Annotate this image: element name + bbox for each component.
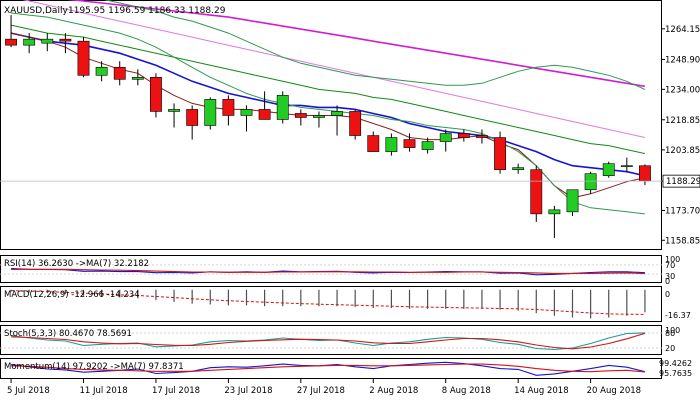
x-tick-label: 23 Jul 2018 [224, 386, 272, 396]
candle-body [494, 137, 506, 170]
candle-body [584, 173, 597, 191]
y-tick-label: 0 [665, 290, 670, 299]
candle-body [41, 38, 54, 44]
candle-body [294, 113, 307, 118]
y-tick-label: 95.7635 [659, 369, 692, 378]
candle-body [421, 141, 434, 150]
indicator-line [11, 268, 645, 275]
candle-body [23, 38, 36, 46]
y-tick-label: 80 [665, 329, 675, 338]
candle-body [168, 109, 180, 112]
y-tick-label: 1264.15 [665, 25, 700, 35]
candle-body [113, 66, 126, 80]
y-tick-label: 100 [665, 326, 680, 335]
x-tick-label: 14 Aug 2018 [514, 386, 568, 396]
macd-signal-line [11, 290, 645, 315]
x-tick-label: 17 Jul 2018 [152, 386, 200, 396]
macd-panel-frame [0, 286, 662, 322]
candle-body [313, 115, 325, 118]
y-tick-label: 1173.70 [665, 206, 700, 216]
y-tick-label: 20 [665, 344, 675, 353]
moving-average-line [67, 0, 646, 88]
rsi-label: RSI(14) 36.2630 ->MA(7) 32.2182 [4, 259, 149, 269]
y-tick-label: -16.37 [665, 311, 691, 320]
current-price-box [662, 174, 700, 188]
candle-body [204, 99, 217, 126]
indicator-line [11, 363, 645, 373]
candle-body [186, 109, 199, 126]
candle-body [240, 109, 253, 116]
momentum-label: Momentum(14) 97.9202 ->MA(7) 97.8371 [4, 362, 184, 372]
moving-average-line [10, 24, 646, 155]
candle-body [150, 77, 162, 112]
y-tick-label: 1248.90 [665, 55, 700, 65]
rsi-panel-frame [0, 255, 662, 283]
y-tick-label: 99.4262 [659, 359, 692, 368]
candle-body [77, 40, 90, 76]
candle-body [59, 38, 72, 42]
moving-average-line [10, 32, 646, 177]
panel-frames [0, 0, 662, 379]
price-panel-frame [0, 0, 662, 250]
chart-title: XAUUSD,Daily [4, 6, 68, 16]
macd-panel: 0 -16.37 [10, 289, 691, 320]
y-tick-label: 1234.00 [665, 85, 700, 95]
x-tick-label: 2 Aug 2018 [369, 386, 418, 396]
x-tick-label: 20 Aug 2018 [587, 386, 641, 396]
moving-average-line [22, 0, 646, 138]
candle-body [258, 109, 271, 120]
x-tick-label: 5 Jul 2018 [7, 386, 50, 396]
y-tick-label: 70 [665, 261, 675, 270]
candle-body [602, 163, 615, 177]
chart-headers: XAUUSD,Daily 1195.95 1196.59 1186.33 118… [4, 6, 226, 372]
candle-body [403, 139, 416, 148]
candle-body [512, 167, 525, 170]
y-tick-label: 1203.85 [665, 146, 700, 156]
candle-body [439, 133, 452, 142]
y-tick-label: 100 [665, 255, 680, 264]
candle-body [548, 209, 561, 215]
candle-body [367, 135, 380, 152]
candle-body [566, 189, 579, 213]
price-panel: 1264.15 1248.90 1234.00 1218.85 1203.85 1173.… [0, 0, 700, 246]
macd-label: MACD(12,26,9) -12.966 -14.234 [4, 290, 140, 300]
candle-body [385, 137, 398, 152]
stoch-label: Stoch(5,3,3) 80.4670 78.5691 [4, 329, 132, 339]
candle-body [131, 77, 144, 80]
candle-body [457, 133, 470, 138]
y-tick-label: 1218.85 [665, 116, 700, 126]
moving-average-line [11, 12, 645, 215]
indicator-line [11, 332, 646, 350]
candle-body [530, 169, 543, 215]
candle-body [276, 95, 289, 120]
x-tick-label: 8 Aug 2018 [442, 386, 491, 396]
ohlc-header: 1195.95 1196.59 1186.33 1188.29 [68, 6, 226, 16]
moving-average-line [103, 0, 646, 90]
y-tick-label: 0 [665, 277, 670, 286]
current-price-label: 1188.29 [666, 177, 700, 187]
candle-body [95, 66, 108, 76]
x-tick-label: 27 Jul 2018 [297, 386, 345, 396]
candle-body [639, 165, 651, 182]
x-tick-label: 11 Jul 2018 [80, 386, 128, 396]
candle-body [331, 111, 343, 116]
x-axis: 5 Jul 2018 11 Jul 2018 17 Jul 2018 23 Jul 2… [7, 379, 641, 396]
candle-body [222, 99, 235, 116]
y-tick-label: 30 [665, 272, 675, 281]
candle-body [349, 111, 362, 136]
y-tick-label: 1158.85 [665, 236, 700, 246]
candle-body [476, 135, 488, 138]
candle-body [5, 38, 17, 46]
candle-body [620, 165, 633, 167]
